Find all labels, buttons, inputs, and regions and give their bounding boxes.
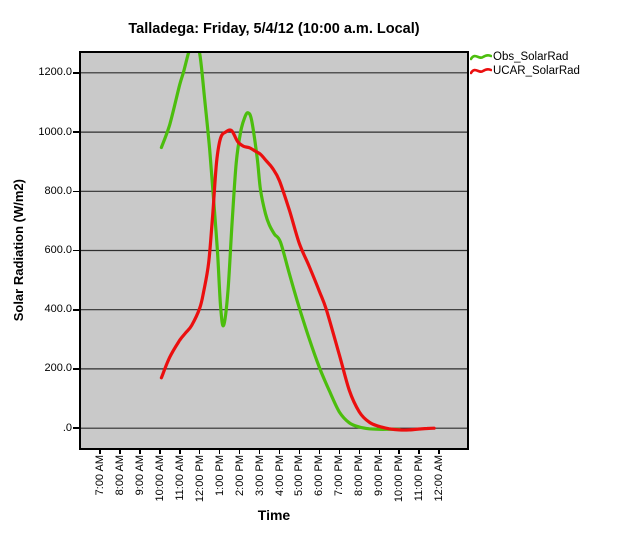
y-tick-mark (73, 190, 79, 192)
x-tick-mark (278, 449, 281, 454)
x-tick-label: 9:00 AM (133, 455, 146, 496)
y-tick-label: 1000.0 (38, 125, 72, 138)
x-tick-label: 8:00 AM (113, 455, 126, 496)
y-tick-label: 1200.0 (38, 66, 72, 79)
x-tick-mark (139, 449, 141, 454)
y-tick-label: 400.0 (44, 303, 72, 316)
x-tick-mark (99, 449, 101, 454)
legend: Obs_SolarRad UCAR_SolarRad (470, 50, 580, 78)
y-tick-mark (73, 309, 79, 311)
plot-svg (81, 53, 467, 432)
y-tick-label: 800.0 (44, 184, 72, 197)
y-tick-mark (73, 249, 79, 252)
x-tick-mark (398, 449, 400, 454)
x-tick-label: 11:00 PM (413, 455, 426, 502)
x-tick-label: 12:00 PM (193, 455, 206, 503)
series-UCAR_SolarRad (159, 128, 436, 432)
x-axis-title: Time (257, 507, 291, 523)
x-tick-label: 6:00 PM (313, 455, 326, 496)
plot-area (79, 51, 469, 450)
x-tick-mark (418, 449, 420, 454)
y-tick-label: 200.0 (44, 362, 72, 375)
y-tick-mark (73, 131, 79, 133)
x-tick-label: 10:00 AM (153, 455, 166, 502)
x-tick-label: 1:00 PM (213, 455, 226, 496)
x-tick-label: 3:00 PM (253, 455, 266, 496)
legend-item: Obs_SolarRad (470, 50, 580, 64)
x-tick-mark (258, 449, 261, 454)
x-tick-label: 12:00 AM (433, 455, 446, 502)
y-tick-mark (73, 368, 79, 370)
y-tick-label: .0 (62, 421, 72, 434)
legend-label: UCAR_SolarRad (493, 65, 580, 77)
x-tick-mark (298, 449, 301, 454)
series-Obs_SolarRad (159, 53, 401, 431)
x-tick-label: 9:00 PM (373, 455, 386, 496)
x-tick-mark (119, 449, 121, 454)
x-tick-mark (218, 449, 221, 454)
y-tick-mark (73, 427, 79, 429)
x-tick-mark (338, 449, 341, 454)
x-tick-label: 7:00 PM (333, 455, 346, 496)
legend-item: UCAR_SolarRad (470, 64, 580, 78)
x-tick-mark (159, 449, 161, 454)
x-tick-label: 11:00 AM (173, 455, 186, 501)
x-tick-label: 10:00 PM (393, 455, 406, 503)
x-tick-mark (179, 449, 181, 454)
legend-label: Obs_SolarRad (493, 51, 569, 63)
x-tick-mark (318, 449, 321, 454)
x-tick-mark (198, 449, 201, 454)
legend-line-swatch-icon (470, 54, 492, 61)
x-tick-label: 5:00 PM (293, 455, 306, 496)
x-tick-label: 8:00 PM (353, 455, 366, 496)
y-tick-mark (73, 72, 79, 74)
x-tick-mark (238, 449, 241, 454)
x-tick-label: 2:00 PM (233, 455, 246, 496)
x-tick-label: 4:00 PM (273, 455, 286, 496)
x-tick-mark (438, 449, 440, 454)
x-tick-mark (378, 449, 380, 454)
y-tick-label: 600.0 (44, 244, 72, 256)
x-tick-mark (358, 449, 360, 454)
x-tick-label: 7:00 AM (94, 455, 106, 496)
chart-title: Talladega: Friday, 5/4/12 (10:00 a.m. Lo… (128, 21, 420, 37)
legend-line-swatch-icon (470, 68, 492, 75)
